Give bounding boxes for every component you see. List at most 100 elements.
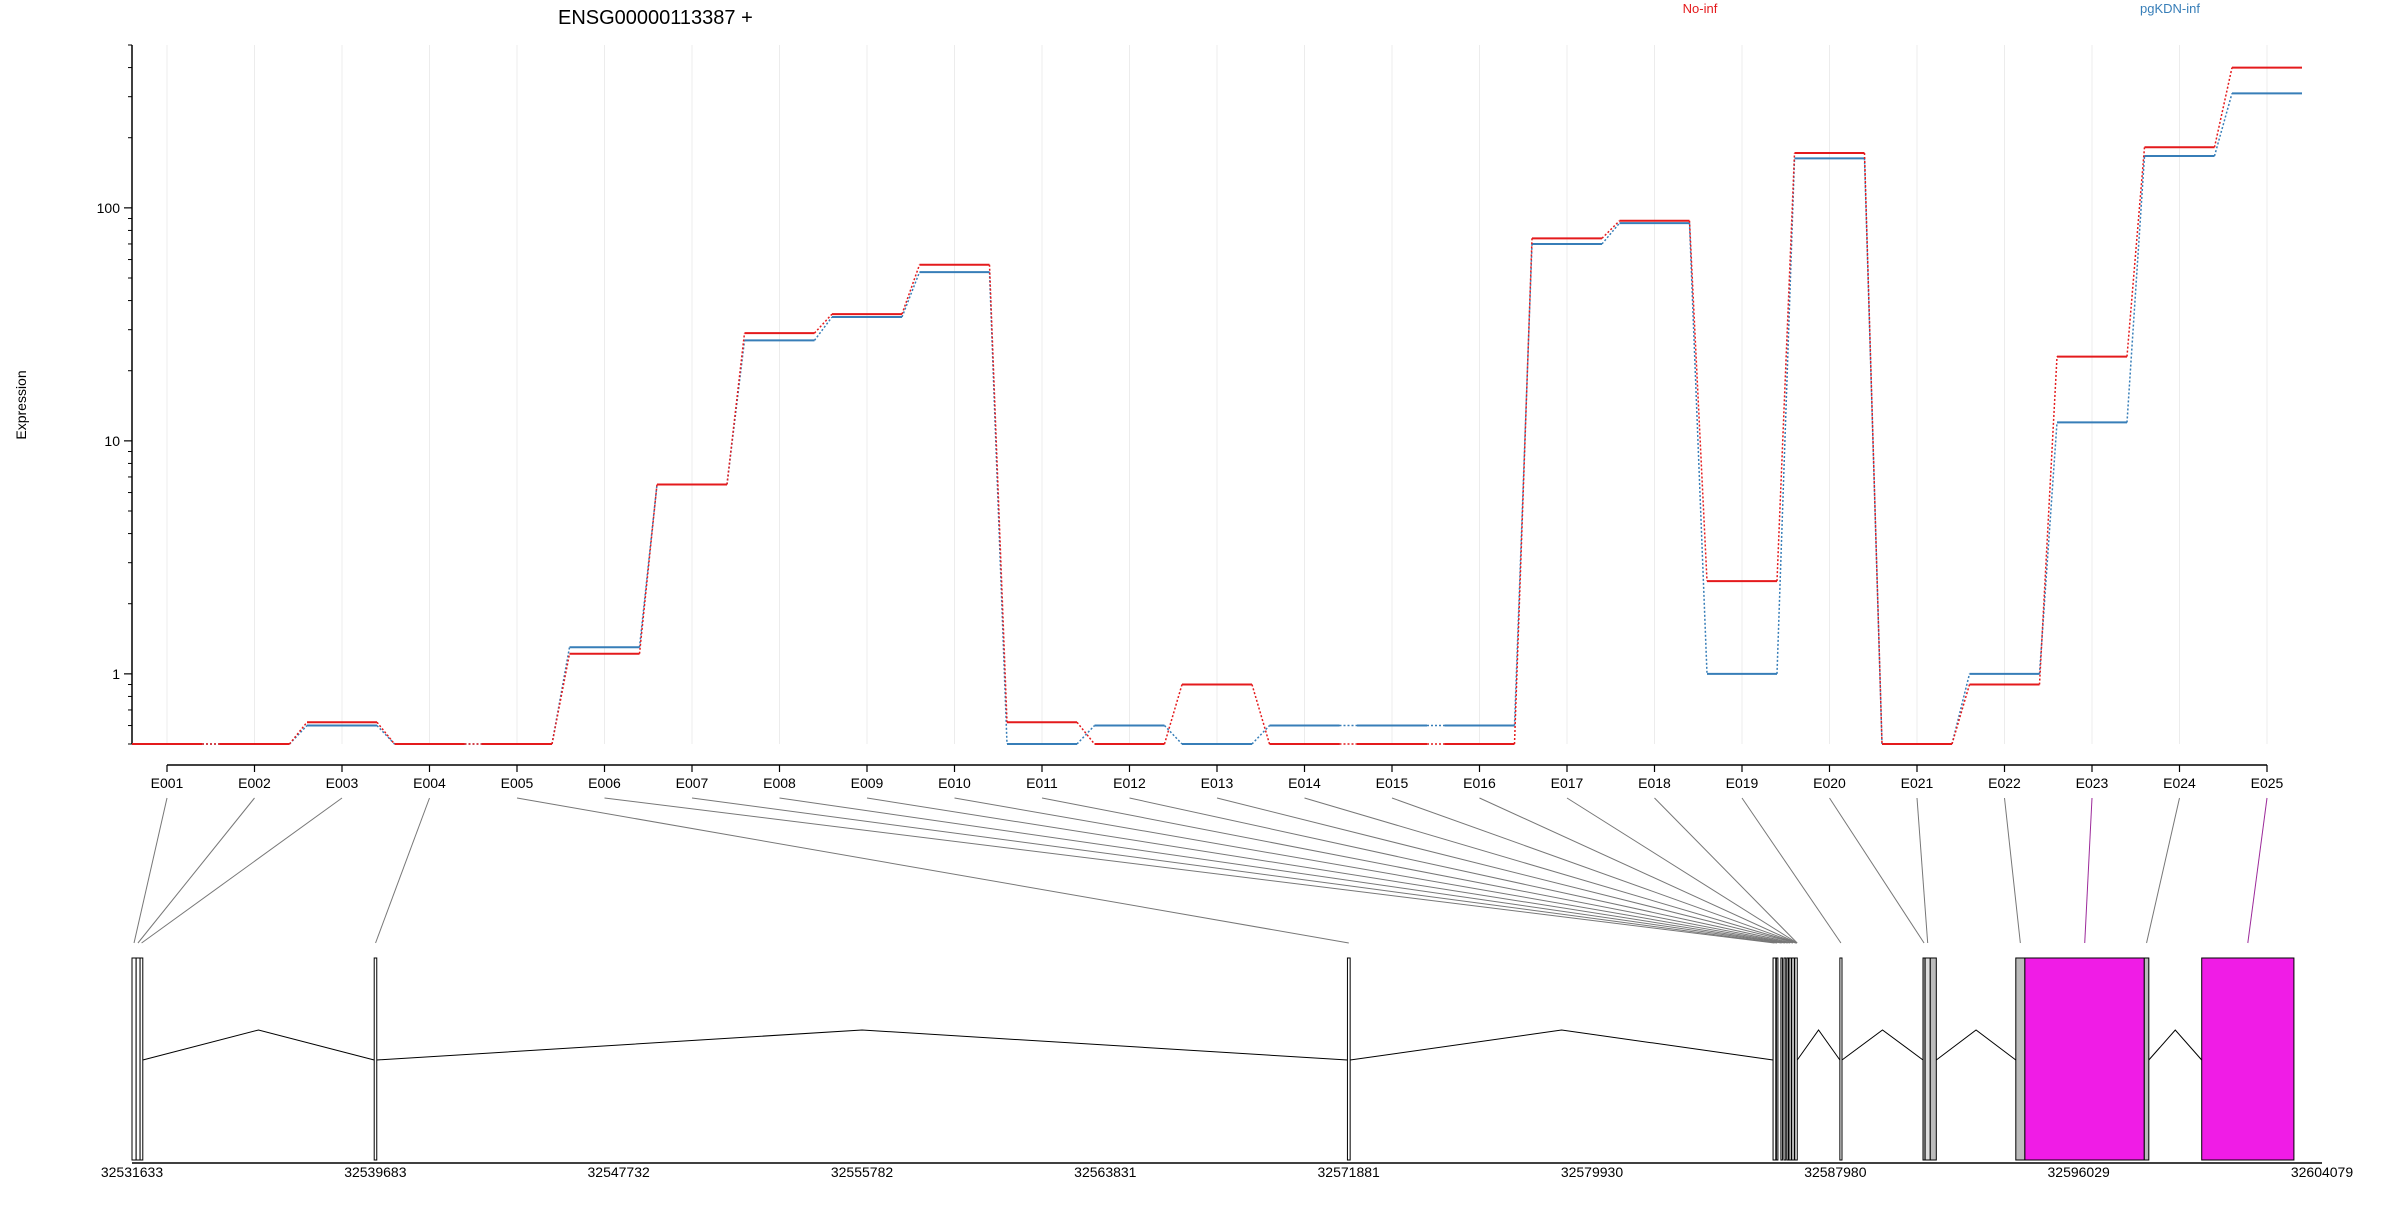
series-pgkdn-inf-connector xyxy=(1163,725,1183,745)
exon-block xyxy=(1788,957,1792,1161)
exon-connector-E013 xyxy=(1216,797,1797,944)
series-no-inf-connector xyxy=(1688,220,1708,582)
intron-chevron xyxy=(376,1029,1348,1061)
y-tick-label: 10 xyxy=(104,433,120,449)
exon-connector-E017 xyxy=(1566,797,1798,944)
exon-connector-E007 xyxy=(691,797,1778,944)
chart-title: ENSG00000113387 + xyxy=(558,7,753,29)
series-no-inf-connector xyxy=(1776,152,1796,582)
x-tick-label-E001: E001 xyxy=(151,775,184,791)
x-tick-label-E016: E016 xyxy=(1463,775,1496,791)
x-tick-label-E013: E013 xyxy=(1201,775,1234,791)
x-tick-label-E008: E008 xyxy=(763,775,796,791)
genomic-tick-label: 32539683 xyxy=(344,1164,407,1180)
x-tick-label-E007: E007 xyxy=(676,775,709,791)
x-tick-label-E017: E017 xyxy=(1551,775,1584,791)
series-no-inf-connector xyxy=(638,484,658,654)
intron-chevron xyxy=(142,1029,375,1061)
series-no-inf-connector xyxy=(813,313,833,334)
exon-block xyxy=(1346,957,1351,1161)
exon-connector-E004 xyxy=(375,797,430,944)
genomic-tick-label: 32587980 xyxy=(1804,1164,1867,1180)
series-no-inf-connector xyxy=(2213,67,2233,148)
series-pgkdn-inf-connector xyxy=(1776,158,1796,674)
axes-layer: 1 10 100 E001 E002 E003 E004 E005 E006 E007 E008 E0… xyxy=(97,44,2284,791)
y-axis-label: Expression xyxy=(13,370,29,439)
x-tick-label-E006: E006 xyxy=(588,775,621,791)
x-tick-label-E012: E012 xyxy=(1113,775,1146,791)
genomic-tick-label: 32555782 xyxy=(831,1164,894,1180)
genomic-tick-label: 32547732 xyxy=(588,1164,651,1180)
genomic-tick-label: 32531633 xyxy=(101,1164,164,1180)
x-tick-label-E010: E010 xyxy=(938,775,971,791)
intron-chevron xyxy=(1841,1029,1924,1061)
exon-connector-E011 xyxy=(1041,797,1791,944)
x-tick-label-E002: E002 xyxy=(238,775,271,791)
exon-connector-E006 xyxy=(604,797,1775,944)
series-no-inf-connector xyxy=(1863,152,1883,745)
grid-layer xyxy=(166,45,2268,744)
x-tick-label-E011: E011 xyxy=(1026,775,1058,791)
x-tick-label-E023: E023 xyxy=(2076,775,2109,791)
exon-block xyxy=(373,957,378,1161)
exon-connector-E009 xyxy=(866,797,1785,944)
x-tick-label-E003: E003 xyxy=(326,775,359,791)
exon-block xyxy=(1791,957,1795,1161)
series-no-inf-connector xyxy=(288,721,308,745)
genomic-tick-label: 32563831 xyxy=(1074,1164,1137,1180)
y-tick-label: 1 xyxy=(112,666,120,682)
series-no-inf-connector xyxy=(551,653,571,745)
x-tick-label-E019: E019 xyxy=(1726,775,1759,791)
exon-block xyxy=(1772,957,1777,1161)
exon-connector-E020 xyxy=(1829,797,1925,944)
exon-connector-E019 xyxy=(1741,797,1842,944)
exon-connector-E003 xyxy=(141,797,343,944)
x-tick-label-E004: E004 xyxy=(413,775,446,791)
exon-connector-E001 xyxy=(133,797,168,944)
exon-block xyxy=(1780,957,1783,1161)
series-no-inf-connector xyxy=(901,264,921,315)
series-pgkdn-inf-connector xyxy=(2213,93,2233,157)
x-tick-label-E020: E020 xyxy=(1813,775,1846,791)
x-tick-label-E018: E018 xyxy=(1638,775,1671,791)
exon-block xyxy=(2024,957,2145,1161)
exon-block xyxy=(2015,957,2026,1161)
intron-chevron xyxy=(1350,1029,1774,1061)
series-pgkdn-inf-connector xyxy=(901,271,921,318)
exon-block xyxy=(1924,957,1931,1161)
exon-block xyxy=(1783,957,1787,1161)
series-layer xyxy=(132,66,2302,745)
exon-block xyxy=(135,957,141,1161)
exon-block xyxy=(2201,957,2295,1161)
series-pgkdn-inf-connector xyxy=(1251,725,1271,745)
series-no-inf-connector xyxy=(1513,238,1533,745)
exon-connector-E015 xyxy=(1391,797,1797,944)
exon-connector-E021 xyxy=(1916,797,1929,944)
exon-connector-E024 xyxy=(2146,797,2180,944)
series-no-inf-connector xyxy=(1076,721,1096,745)
legend-label-pgkdn-inf: pgKDN-inf xyxy=(2140,1,2200,16)
y-tick-label: 100 xyxy=(97,200,121,216)
series-pgkdn-inf-connector xyxy=(288,725,308,745)
exon-block xyxy=(1794,957,1798,1161)
exon-connector-E008 xyxy=(779,797,1782,944)
x-tick-label-E021: E021 xyxy=(1901,775,1934,791)
series-pgkdn-inf-connector xyxy=(1688,223,1708,674)
genomic-tick-label: 32579930 xyxy=(1561,1164,1624,1180)
series-no-inf-connector xyxy=(1601,220,1621,239)
exon-connector-E022 xyxy=(2004,797,2021,944)
series-pgkdn-inf-connector xyxy=(376,725,396,745)
intron-chevron xyxy=(1796,1029,1841,1061)
genomic-tick-label: 32604079 xyxy=(2291,1164,2354,1180)
genomic-tick-label: 32571881 xyxy=(1318,1164,1381,1180)
series-no-inf-connector xyxy=(988,264,1008,723)
series-pgkdn-inf-connector xyxy=(1076,725,1096,745)
gene-model xyxy=(131,957,2295,1161)
x-tick-label-E015: E015 xyxy=(1376,775,1409,791)
exon-connector-E025 xyxy=(2247,797,2268,944)
exon-connector-E010 xyxy=(954,797,1788,944)
x-tick-label-E005: E005 xyxy=(501,775,534,791)
series-no-inf-connector xyxy=(2038,356,2058,685)
